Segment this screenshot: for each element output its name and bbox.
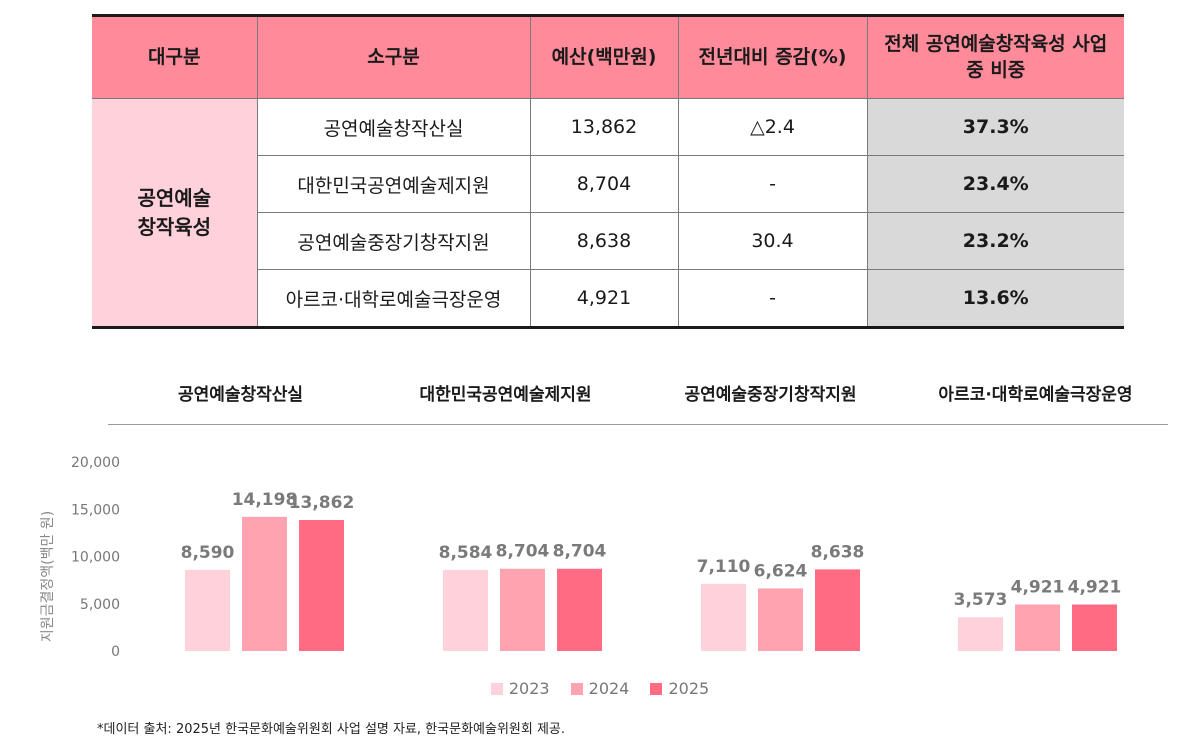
chart-legend: 2023 2024 2025 bbox=[0, 679, 1200, 699]
data-label: 8,638 bbox=[811, 542, 865, 562]
bar bbox=[1015, 604, 1060, 651]
change-cell: 30.4 bbox=[677, 212, 868, 270]
budget-cell: 8,638 bbox=[529, 212, 679, 270]
table-header-row: 대구분 소구분 예산(백만원) 전년대비 증감(%) 전체 공연예술창작육성 사… bbox=[92, 15, 1124, 99]
bar bbox=[500, 568, 545, 651]
share-cell: 23.4% bbox=[866, 155, 1124, 213]
chart-panel-titles: 공연예술창작산실 대한민국공연예술제지원 공연예술중장기창작지원 아르코·대학로… bbox=[108, 380, 1168, 412]
bar bbox=[958, 617, 1003, 651]
share-cell: 23.2% bbox=[866, 212, 1124, 270]
table-row: 공연예술중장기창작지원 8,638 30.4 23.2% bbox=[92, 212, 1124, 270]
y-tick-label: 10,000 bbox=[71, 550, 120, 566]
legend-label: 2024 bbox=[588, 679, 630, 698]
header-yoy-change: 전년대비 증감(%) bbox=[677, 15, 868, 99]
bar bbox=[443, 569, 488, 651]
data-label: 8,704 bbox=[553, 542, 607, 562]
footnote: *데이터 출처: 2025년 한국문화예술위원회 사업 설명 자료, 한국문화예… bbox=[97, 722, 566, 737]
data-label: 4,921 bbox=[1011, 577, 1065, 597]
major-category-cell: 공연예술 창작육성 bbox=[92, 98, 258, 328]
budget-cell: 4,921 bbox=[529, 269, 679, 328]
bar bbox=[299, 520, 344, 651]
data-label: 13,862 bbox=[289, 493, 355, 513]
table-row: 공연예술 창작육성 공연예술창작산실 13,862 △2.4 37.3% bbox=[92, 98, 1124, 328]
share-cell: 13.6% bbox=[866, 269, 1124, 328]
sub-category-cell: 아르코·대학로예술극장운영 bbox=[257, 269, 531, 328]
legend-swatch bbox=[570, 682, 583, 695]
sub-category-cell: 공연예술창작산실 bbox=[256, 98, 531, 156]
bar bbox=[815, 569, 860, 651]
header-budget: 예산(백만원) bbox=[529, 15, 679, 99]
change-cell: - bbox=[677, 269, 868, 328]
panel-title-divider bbox=[108, 424, 1168, 425]
y-axis-title: 지원금결정액(백만 원) bbox=[40, 511, 56, 642]
header-share: 전체 공연예술창작육성 사업 중 비중 bbox=[866, 15, 1124, 99]
budget-table: 대구분 소구분 예산(백만원) 전년대비 증감(%) 전체 공연예술창작육성 사… bbox=[92, 14, 1124, 329]
data-label: 8,584 bbox=[439, 543, 493, 563]
major-category-label: 공연예술 창작육성 bbox=[137, 185, 212, 239]
y-tick-label: 20,000 bbox=[71, 455, 120, 471]
panel-title: 공연예술창작산실 bbox=[177, 385, 304, 405]
data-label: 4,921 bbox=[1068, 577, 1122, 597]
bar bbox=[185, 569, 230, 651]
bar-chart: 0 5,000 10,000 15,000 20,000 지원금결정액(백만 원) 8,59… bbox=[40, 455, 1122, 660]
bar bbox=[1072, 604, 1117, 651]
panel-title: 대한민국공연예술제지원 bbox=[419, 385, 592, 405]
data-label: 8,590 bbox=[181, 543, 235, 563]
bar bbox=[242, 516, 287, 651]
data-label: 8,704 bbox=[496, 542, 550, 562]
bar bbox=[701, 583, 746, 651]
legend-item: 2023 bbox=[490, 679, 550, 698]
legend-label: 2023 bbox=[508, 679, 550, 698]
sub-category-cell: 공연예술중장기창작지원 bbox=[257, 212, 531, 270]
budget-cell: 13,862 bbox=[529, 98, 679, 156]
legend-swatch bbox=[490, 682, 503, 695]
legend-label: 2025 bbox=[668, 679, 710, 698]
header-sub-category: 소구분 bbox=[256, 15, 531, 99]
header-major-category: 대구분 bbox=[92, 15, 258, 99]
data-label: 7,110 bbox=[697, 557, 751, 577]
table-row: 아르코·대학로예술극장운영 4,921 - 13.6% bbox=[92, 269, 1124, 328]
y-tick-label: 5,000 bbox=[80, 597, 120, 613]
panel-title: 아르코·대학로예술극장운영 bbox=[938, 385, 1133, 405]
bar bbox=[758, 588, 803, 651]
change-cell: - bbox=[677, 155, 868, 213]
sub-category-cell: 대한민국공연예술제지원 bbox=[257, 155, 531, 213]
budget-cell: 8,704 bbox=[529, 155, 679, 213]
data-label: 3,573 bbox=[954, 590, 1008, 610]
panel-title: 공연예술중장기창작지원 bbox=[684, 385, 857, 405]
share-cell: 37.3% bbox=[866, 98, 1124, 156]
legend-item: 2025 bbox=[650, 679, 709, 698]
legend-swatch bbox=[650, 682, 663, 695]
change-cell: △2.4 bbox=[677, 98, 868, 156]
legend-item: 2024 bbox=[570, 679, 630, 698]
data-label: 14,198 bbox=[232, 490, 298, 510]
data-label: 6,624 bbox=[754, 561, 808, 581]
y-tick-label: 0 bbox=[111, 644, 120, 660]
y-tick-label: 15,000 bbox=[71, 502, 120, 518]
bar bbox=[557, 568, 602, 651]
